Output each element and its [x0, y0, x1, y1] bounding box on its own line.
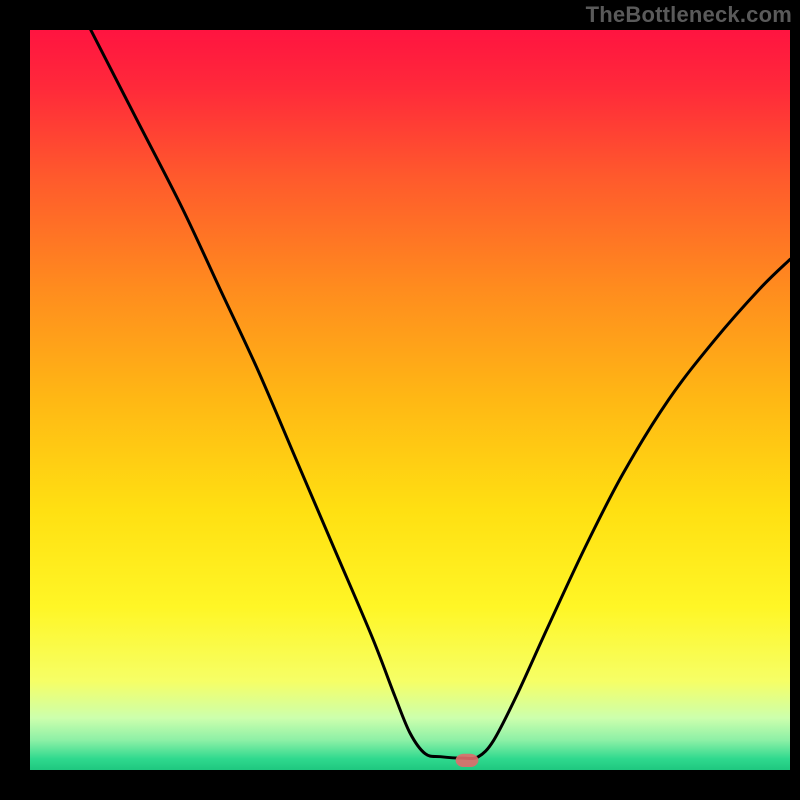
optimal-point-marker — [456, 754, 479, 767]
watermark-text: TheBottleneck.com — [586, 2, 792, 28]
bottleneck-curve-chart — [0, 0, 800, 800]
chart-frame: TheBottleneck.com — [0, 0, 800, 800]
plot-background — [30, 30, 790, 770]
